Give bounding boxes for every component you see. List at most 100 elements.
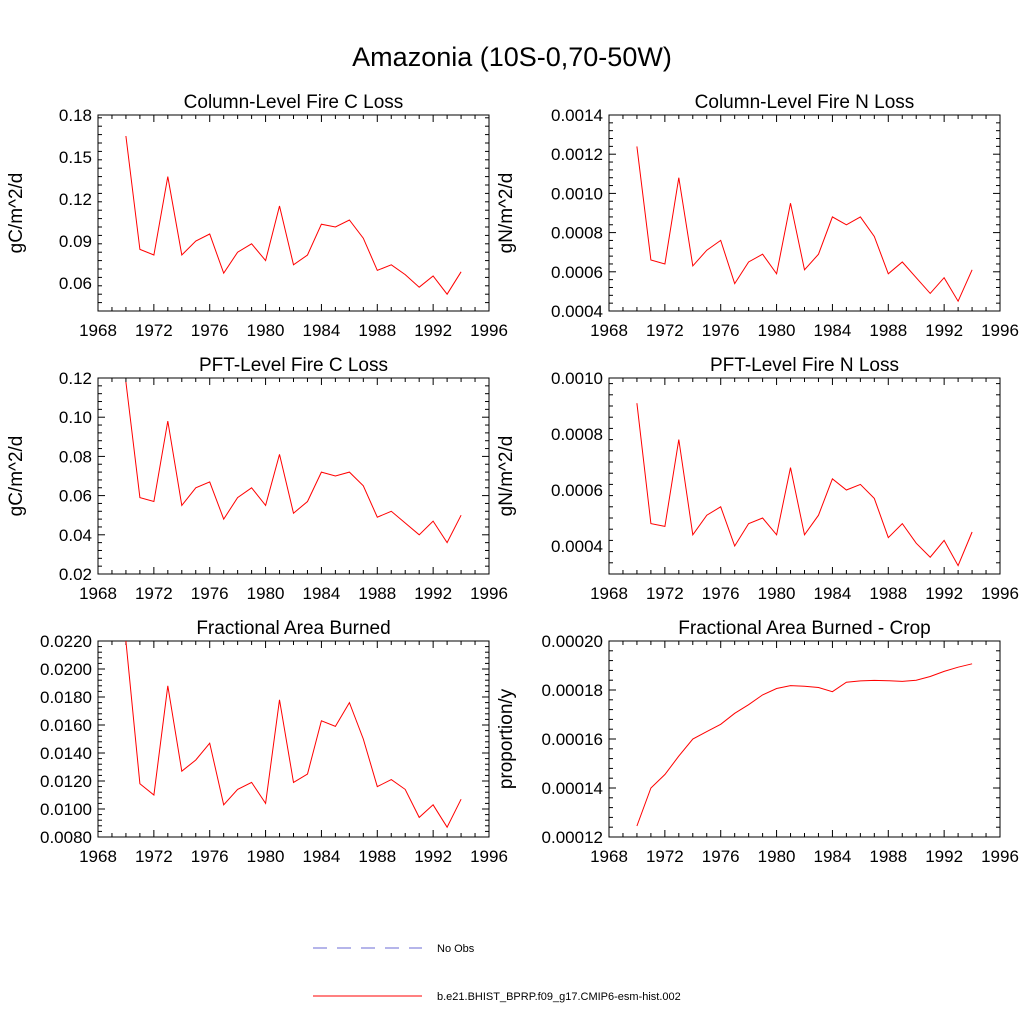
y-tick-label: 0.00016 — [542, 730, 603, 749]
y-tick-label: 0.0004 — [551, 302, 603, 321]
plot-frame — [608, 114, 1001, 312]
x-tick-label: 1968 — [79, 584, 117, 603]
panel-title: Column-Level Fire N Loss — [695, 92, 915, 113]
series-line — [636, 663, 973, 827]
y-tick-label: 0.0014 — [551, 106, 603, 125]
y-tick-label: 0.0200 — [40, 660, 92, 679]
x-tick-label: 1976 — [191, 584, 229, 603]
panel-title: Column-Level Fire C Loss — [184, 92, 404, 113]
x-tick-label: 1976 — [191, 321, 229, 340]
x-tick-label: 1972 — [646, 321, 684, 340]
y-tick-label: 0.18 — [59, 106, 92, 125]
x-tick-label: 1968 — [590, 321, 628, 340]
x-tick-label: 1976 — [702, 847, 740, 866]
y-axis-label: gC/m^2/d — [6, 173, 27, 254]
x-tick-label: 1996 — [981, 584, 1019, 603]
y-tick-label: 0.15 — [59, 148, 92, 167]
x-tick-label: 1988 — [869, 847, 907, 866]
y-axis-label: proportion/y — [496, 688, 517, 789]
chart-panel-4: PFT-Level Fire N Loss 1968 1972 1976 1980 198… — [496, 355, 1019, 603]
plot-frame — [97, 377, 490, 575]
series-line — [125, 381, 462, 544]
plot-frame — [97, 114, 490, 312]
y-tick-label: 0.06 — [59, 274, 92, 293]
panel-title: Fractional Area Burned — [196, 618, 390, 639]
panel-title: PFT-Level Fire N Loss — [710, 355, 899, 376]
x-tick-label: 1992 — [414, 847, 452, 866]
y-tick-label: 0.02 — [59, 565, 92, 584]
panels-group: Column-Level Fire C Loss 1968 1972 1976 1980… — [6, 92, 1019, 866]
x-tick-label: 1996 — [470, 847, 508, 866]
x-tick-label: 1996 — [470, 321, 508, 340]
chart-panel-2: Column-Level Fire N Loss 1968 1972 1976 1980… — [496, 92, 1019, 340]
legend: No Obs b.e21.BHIST_BPRP.f09_g17.CMIP6-esm… — [313, 943, 681, 1003]
y-tick-label: 0.00020 — [542, 632, 603, 651]
y-tick-label: 0.0160 — [40, 716, 92, 735]
x-tick-label: 1968 — [79, 321, 117, 340]
x-tick-label: 1996 — [981, 847, 1019, 866]
x-tick-label: 1972 — [646, 847, 684, 866]
series-line — [636, 403, 973, 567]
x-tick-label: 1988 — [869, 584, 907, 603]
x-tick-label: 1992 — [925, 584, 963, 603]
x-tick-label: 1988 — [869, 321, 907, 340]
y-tick-label: 0.0006 — [551, 263, 603, 282]
series-line — [125, 135, 462, 296]
figure-title: Amazonia (10S-0,70-50W) — [352, 42, 672, 72]
x-tick-label: 1984 — [303, 321, 341, 340]
y-tick-label: 0.0010 — [551, 369, 603, 388]
x-tick-label: 1980 — [758, 584, 796, 603]
y-tick-label: 0.09 — [59, 232, 92, 251]
x-tick-label: 1984 — [814, 847, 852, 866]
y-tick-label: 0.0010 — [551, 184, 603, 203]
chart-panel-3: PFT-Level Fire C Loss 1968 1972 1976 1980 198… — [6, 355, 508, 603]
x-tick-label: 1996 — [470, 584, 508, 603]
x-tick-label: 1996 — [981, 321, 1019, 340]
y-axis-label: gC/m^2/d — [6, 436, 27, 517]
series-line — [636, 146, 973, 303]
legend-label: No Obs — [437, 943, 475, 955]
legend-label: b.e21.BHIST_BPRP.f09_g17.CMIP6-esm-hist.… — [437, 991, 681, 1003]
y-tick-label: 0.00014 — [542, 779, 603, 798]
y-tick-label: 0.10 — [59, 408, 92, 427]
x-tick-label: 1980 — [247, 847, 285, 866]
x-tick-label: 1984 — [814, 321, 852, 340]
x-tick-label: 1968 — [590, 847, 628, 866]
y-tick-label: 0.0220 — [40, 632, 92, 651]
x-tick-label: 1992 — [414, 584, 452, 603]
y-tick-label: 0.0080 — [40, 828, 92, 847]
y-tick-label: 0.0120 — [40, 772, 92, 791]
panel-title: Fractional Area Burned - Crop — [678, 618, 930, 639]
y-tick-label: 0.06 — [59, 487, 92, 506]
x-tick-label: 1984 — [303, 847, 341, 866]
y-axis-label: gN/m^2/d — [496, 436, 517, 517]
x-tick-label: 1992 — [925, 847, 963, 866]
x-tick-label: 1992 — [414, 321, 452, 340]
y-tick-label: 0.0008 — [551, 224, 603, 243]
series-line — [125, 640, 462, 829]
x-tick-label: 1976 — [702, 584, 740, 603]
x-tick-label: 1984 — [814, 584, 852, 603]
x-tick-label: 1980 — [758, 321, 796, 340]
x-tick-label: 1980 — [247, 321, 285, 340]
x-tick-label: 1976 — [191, 847, 229, 866]
y-tick-label: 0.08 — [59, 447, 92, 466]
y-tick-label: 0.0180 — [40, 688, 92, 707]
y-axis-label: gN/m^2/d — [496, 173, 517, 254]
x-tick-label: 1988 — [358, 847, 396, 866]
chart-panel-6: Fractional Area Burned - Crop 1968 1972 197… — [496, 618, 1019, 866]
y-tick-label: 0.00018 — [542, 681, 603, 700]
x-tick-label: 1980 — [758, 847, 796, 866]
y-tick-label: 0.12 — [59, 369, 92, 388]
x-tick-label: 1988 — [358, 584, 396, 603]
y-tick-label: 0.0140 — [40, 744, 92, 763]
y-tick-label: 0.00012 — [542, 828, 603, 847]
y-tick-label: 0.04 — [59, 526, 92, 545]
y-tick-label: 0.0008 — [551, 425, 603, 444]
x-tick-label: 1984 — [303, 584, 341, 603]
y-tick-label: 0.0100 — [40, 800, 92, 819]
chart-panel-5: Fractional Area Burned 1968 1972 1976 1980 19… — [40, 618, 508, 866]
x-tick-label: 1992 — [925, 321, 963, 340]
y-tick-label: 0.0004 — [551, 537, 603, 556]
